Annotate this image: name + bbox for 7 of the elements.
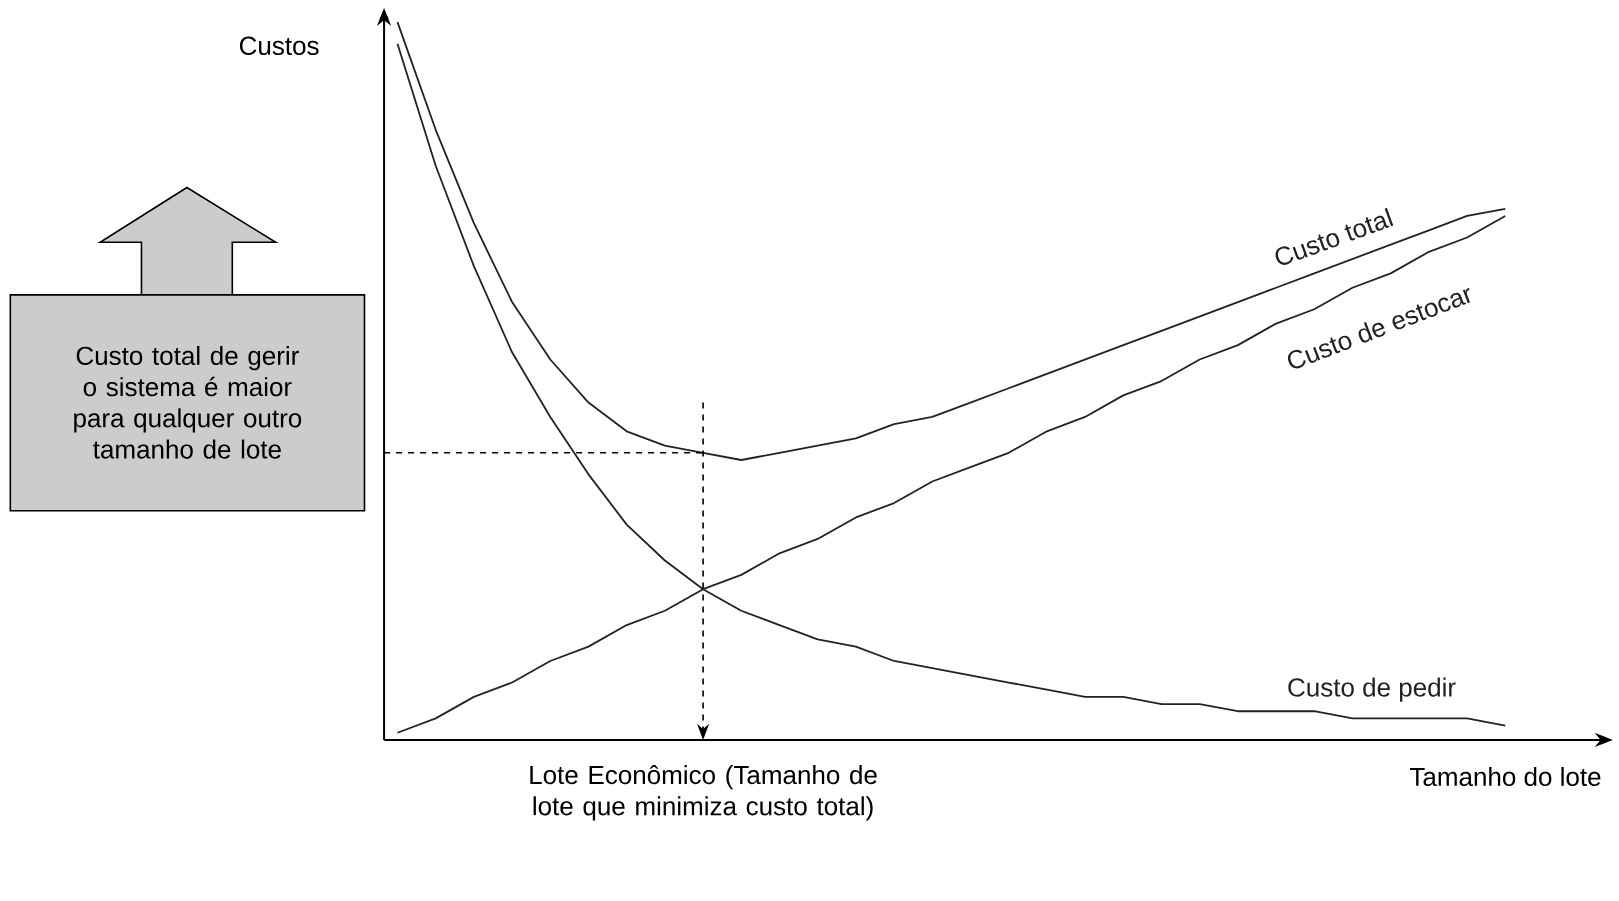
y-axis-title: Custos xyxy=(239,36,319,56)
x-axis-title: Tamanho do lote xyxy=(1409,766,1601,787)
text: Lote Econômico (Tamanho de lote que minimiza custo total) xyxy=(530,764,877,821)
series-label: Custo de pedir xyxy=(1288,677,1456,702)
text: Custo total xyxy=(1275,207,1394,265)
text: Custo de estocar xyxy=(1287,287,1470,369)
text: Custo total de gerir o sistema é maior para qualquer outro tamanho de lote xyxy=(74,345,302,459)
